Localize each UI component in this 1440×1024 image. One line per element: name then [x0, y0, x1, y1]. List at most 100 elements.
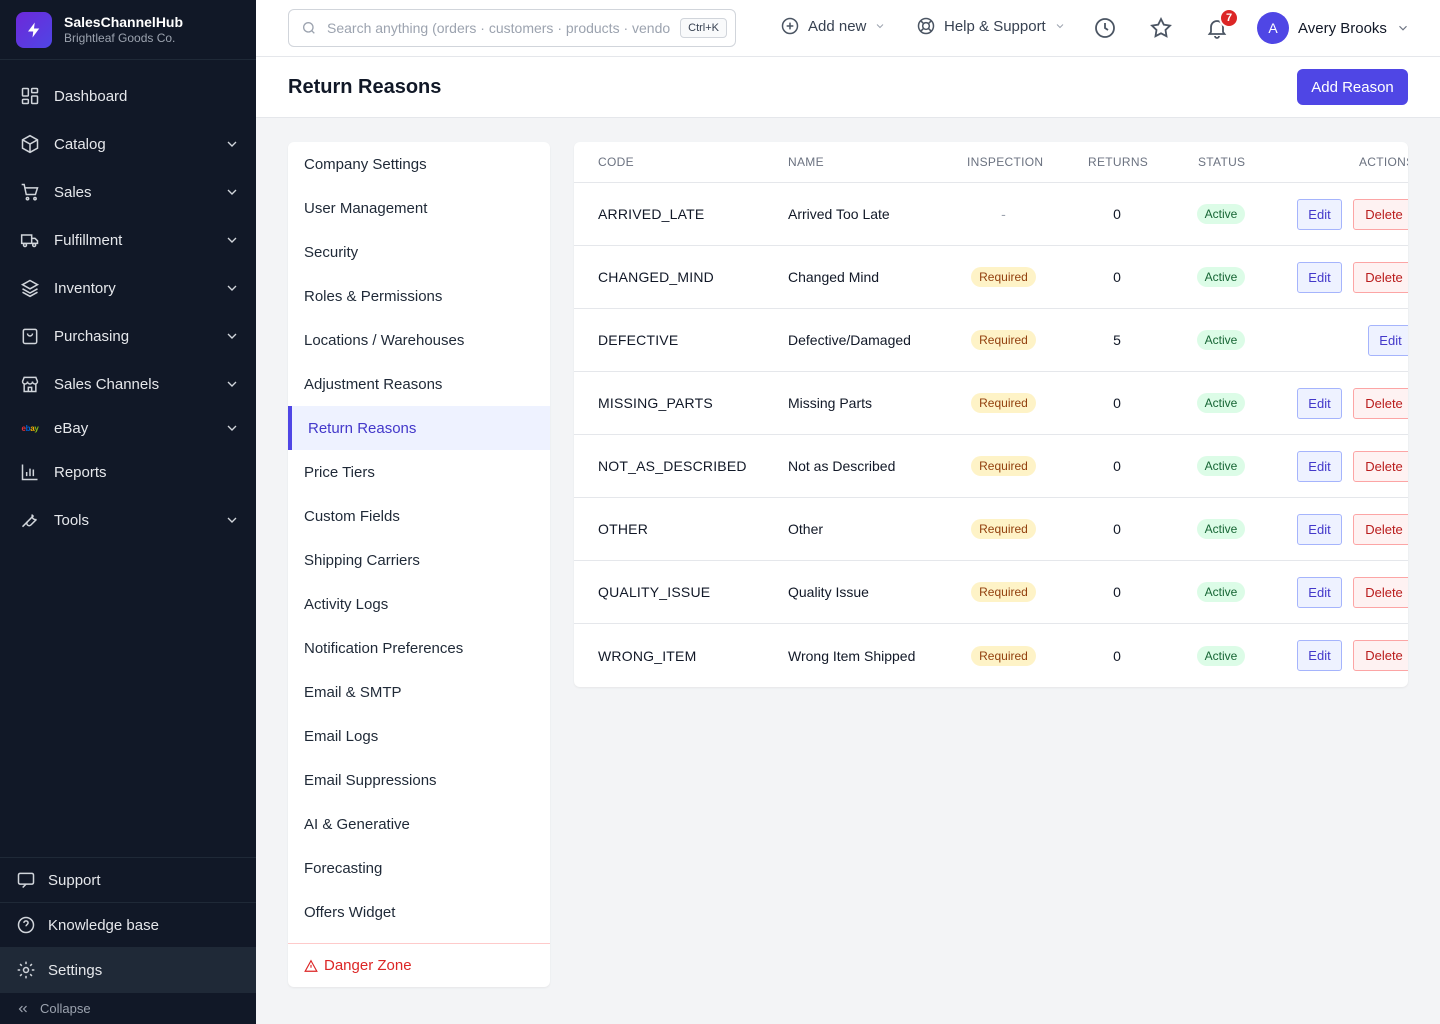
status-badge: Active: [1196, 330, 1246, 350]
history-button[interactable]: [1093, 16, 1117, 40]
sidebar: SalesChannelHub Brightleaf Goods Co. Das…: [0, 0, 256, 1024]
settings-menu-item-company-settings[interactable]: Company Settings: [304, 155, 427, 173]
shopping-bag-icon: [22, 328, 38, 345]
returns-count: 0: [1113, 206, 1121, 222]
clock-icon: [1095, 18, 1115, 38]
status-badge: Active: [1196, 267, 1246, 287]
settings-menu-item-shipping-carriers[interactable]: Shipping Carriers: [304, 551, 420, 569]
danger-zone-link[interactable]: Danger Zone: [288, 943, 550, 987]
sidebar-item-inventory[interactable]: Inventory: [0, 264, 256, 312]
chevron-down-icon: [227, 517, 237, 523]
collapse-sidebar-button[interactable]: Collapse: [0, 992, 256, 1024]
settings-menu-item-forecasting[interactable]: Forecasting: [304, 859, 383, 877]
chat-icon: [17, 872, 35, 889]
reason-code: MISSING_PARTS: [598, 395, 713, 411]
table-row: OTHER Other Required 0 Active Edit Delete: [574, 498, 1408, 561]
delete-button[interactable]: Delete: [1353, 451, 1408, 482]
sidebar-item-settings[interactable]: Settings: [0, 947, 256, 992]
edit-button[interactable]: Edit: [1297, 577, 1342, 608]
edit-button[interactable]: Edit: [1297, 640, 1342, 671]
settings-menu-item-email-suppressions[interactable]: Email Suppressions: [304, 771, 437, 789]
settings-menu-item-roles-permissions[interactable]: Roles & Permissions: [304, 287, 443, 305]
sidebar-item-label: Reports: [54, 463, 107, 481]
star-icon: [1150, 16, 1172, 38]
settings-menu-item-email-smtp[interactable]: Email & SMTP: [304, 683, 402, 701]
edit-button[interactable]: Edit: [1297, 451, 1342, 482]
inspection-cell: Required: [967, 267, 1040, 287]
settings-menu-item-notification-preferences[interactable]: Notification Preferences: [304, 639, 464, 657]
delete-button[interactable]: Delete: [1353, 262, 1408, 293]
status-badge: Active: [1196, 645, 1246, 666]
edit-button[interactable]: Edit: [1297, 199, 1342, 230]
settings-menu-item-email-logs[interactable]: Email Logs: [304, 727, 379, 745]
sidebar-item-label: Sales: [54, 183, 92, 201]
delete-button[interactable]: Delete: [1353, 514, 1408, 545]
settings-menu-item-activity-logs[interactable]: Activity Logs: [304, 595, 389, 613]
sidebar-item-fulfillment[interactable]: Fulfillment: [0, 216, 256, 264]
chevron-down-icon: [1056, 24, 1064, 29]
delete-button[interactable]: Delete: [1353, 640, 1408, 671]
settings-menu-item-return-reasons[interactable]: Return Reasons: [288, 406, 550, 450]
danger-zone-label: Danger Zone: [324, 957, 412, 974]
user-menu[interactable]: A Avery Brooks: [1257, 12, 1410, 44]
sidebar-item-knowledge-base[interactable]: Knowledge base: [0, 902, 256, 947]
settings-menu: Company Settings User Management Security R…: [288, 142, 550, 987]
add-new-button[interactable]: Add new: [780, 16, 886, 36]
sidebar-item-ebay[interactable]: ebay eBay: [0, 408, 256, 448]
sidebar-item-sales-channels[interactable]: Sales Channels: [0, 360, 256, 408]
sidebar-item-tools[interactable]: Tools: [0, 496, 256, 544]
inspection-badge: Required: [971, 456, 1036, 476]
inspection-cell: Required: [967, 456, 1040, 476]
table-row: MISSING_PARTS Missing Parts Required 0 Activ…: [574, 372, 1408, 435]
settings-menu-item-offers-widget[interactable]: Offers Widget: [304, 903, 396, 921]
settings-menu-item-adjustment-reasons[interactable]: Adjustment Reasons: [304, 375, 443, 393]
edit-button[interactable]: Edit: [1297, 262, 1342, 293]
help-support-button[interactable]: Help & Support: [916, 16, 1066, 36]
inspection-badge: Required: [971, 330, 1036, 350]
sidebar-item-catalog[interactable]: Catalog: [0, 120, 256, 168]
reason-name: Missing Parts: [788, 395, 873, 411]
sidebar-nav: Dashboard Catalog Sales Fulfillment Inve…: [0, 60, 256, 544]
lightning-icon: [16, 11, 52, 48]
edit-button[interactable]: Edit: [1368, 325, 1408, 356]
table-header: CODE NAME INSPECTION RETURNS STATUS ACTI…: [574, 142, 1408, 183]
inspection-badge: Required: [971, 582, 1036, 602]
chevron-down-icon: [227, 381, 237, 387]
notifications-button[interactable]: 7: [1205, 8, 1239, 40]
settings-menu-item-ai-generative[interactable]: AI & Generative: [304, 815, 410, 833]
edit-button[interactable]: Edit: [1297, 388, 1342, 419]
search-input[interactable]: [327, 20, 671, 36]
settings-menu-item-user-management[interactable]: User Management: [304, 199, 428, 217]
settings-menu-item-locations-warehouses[interactable]: Locations / Warehouses: [304, 331, 465, 349]
favorites-button[interactable]: [1149, 16, 1173, 40]
add-reason-button[interactable]: Add Reason: [1297, 69, 1408, 105]
chevron-down-icon: [227, 285, 237, 291]
column-header-actions: ACTIONS: [1359, 155, 1408, 169]
sidebar-item-label: Settings: [48, 961, 103, 979]
delete-button[interactable]: Delete: [1353, 577, 1408, 608]
sidebar-item-label: Fulfillment: [54, 231, 123, 249]
returns-count: 0: [1113, 269, 1121, 285]
reason-name: Defective/Damaged: [788, 332, 911, 348]
edit-button[interactable]: Edit: [1297, 514, 1342, 545]
settings-menu-item-price-tiers[interactable]: Price Tiers: [304, 463, 375, 481]
inspection-cell: Required: [967, 519, 1040, 539]
delete-button[interactable]: Delete: [1353, 388, 1408, 419]
brand[interactable]: SalesChannelHub Brightleaf Goods Co.: [0, 0, 256, 60]
status-cell: Active: [1193, 330, 1249, 350]
inspection-badge: Required: [971, 267, 1036, 287]
reason-code: ARRIVED_LATE: [598, 206, 705, 222]
page-header: Return Reasons Add Reason: [256, 57, 1440, 118]
user-name: Avery Brooks: [1298, 19, 1387, 37]
inspection-none: -: [1001, 206, 1006, 222]
delete-button[interactable]: Delete: [1353, 199, 1408, 230]
sidebar-item-dashboard[interactable]: Dashboard: [0, 72, 256, 120]
search-box[interactable]: Ctrl+K: [288, 9, 736, 47]
sidebar-item-reports[interactable]: Reports: [0, 448, 256, 496]
settings-menu-item-custom-fields[interactable]: Custom Fields: [304, 507, 400, 525]
warning-icon: [304, 959, 318, 972]
settings-menu-item-security[interactable]: Security: [304, 243, 359, 261]
sidebar-item-support[interactable]: Support: [0, 857, 256, 902]
sidebar-item-purchasing[interactable]: Purchasing: [0, 312, 256, 360]
sidebar-item-sales[interactable]: Sales: [0, 168, 256, 216]
